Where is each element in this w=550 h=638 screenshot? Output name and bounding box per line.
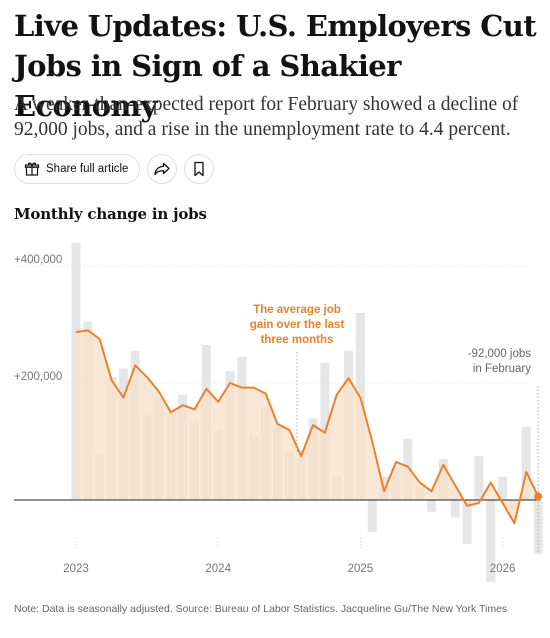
february-annotation-line: -92,000 jobs <box>468 348 532 360</box>
headline: Live Updates: U.S. Employers Cut Jobs in… <box>14 9 537 123</box>
share-full-article-button[interactable]: Share full article <box>14 154 141 184</box>
average-area-fill <box>76 330 539 524</box>
jobs-chart: The average job gain over the last three m… <box>14 242 543 582</box>
annotations: The average job gain over the last three m… <box>250 304 539 554</box>
gridlines <box>14 265 530 384</box>
average-area <box>76 330 539 524</box>
bookmark-icon <box>192 161 206 177</box>
article-summary: A weaker-than-expected report for Februa… <box>14 94 519 140</box>
y-tick-label: +400,000 <box>14 254 62 266</box>
x-tick-label: 2026 <box>490 563 516 575</box>
job-change-bar <box>450 500 460 518</box>
chart-title: Monthly change in jobs <box>14 205 207 223</box>
save-button[interactable] <box>184 154 215 184</box>
job-change-bar <box>462 500 472 544</box>
share-full-article-label: Share full article <box>46 163 129 175</box>
february-point <box>534 492 543 501</box>
average-annotation-line: gain over the last <box>250 319 345 331</box>
job-change-bar <box>498 476 508 500</box>
share-button[interactable] <box>147 154 178 184</box>
february-annotation-line: in February <box>473 363 531 375</box>
share-toolbar: Share full article <box>14 154 215 184</box>
average-annotation-line: three months <box>261 334 334 346</box>
job-change-bar <box>521 426 531 500</box>
chart-note: Note: Data is seasonally adjusted. Sourc… <box>14 603 508 615</box>
x-tick-label: 2024 <box>205 563 231 575</box>
axis-labels: +400,000 +200,000 2023 2024 2025 2026 <box>14 254 515 575</box>
job-change-bar <box>367 500 377 533</box>
job-change-bar <box>427 500 436 512</box>
average-line <box>75 329 543 525</box>
x-tick-label: 2023 <box>63 563 89 575</box>
three-month-average-line <box>75 329 540 525</box>
share-arrow-icon <box>153 161 171 177</box>
y-tick-label: +200,000 <box>14 371 62 383</box>
job-change-bar <box>486 500 496 582</box>
gift-icon <box>24 161 40 177</box>
average-annotation-line: The average job <box>253 304 341 316</box>
job-change-bar <box>474 456 484 500</box>
x-tick-label: 2025 <box>348 563 374 575</box>
